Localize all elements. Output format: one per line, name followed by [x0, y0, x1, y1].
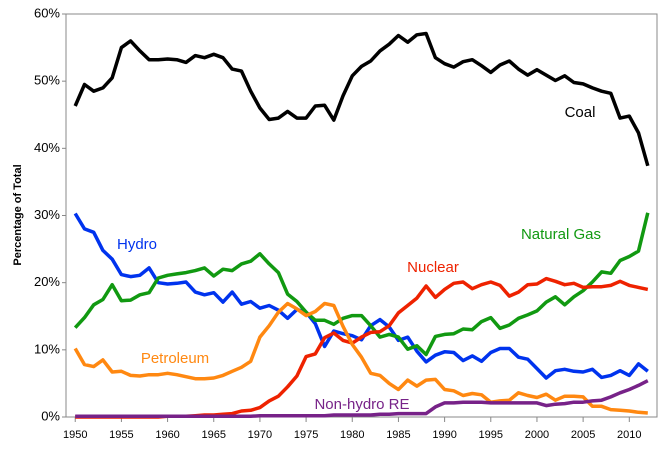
series-label: Petroleum — [141, 350, 209, 367]
series-line — [75, 379, 649, 419]
y-tick-label: 10% — [34, 341, 60, 356]
y-tick-label: 30% — [34, 207, 60, 222]
x-tick-label: 1965 — [202, 429, 226, 441]
x-tick-label: 1955 — [109, 429, 133, 441]
y-tick-label: 40% — [34, 140, 60, 155]
y-tick-label: 20% — [34, 274, 60, 289]
x-tick-label: 1950 — [63, 429, 87, 441]
x-tick-label: 2010 — [617, 429, 641, 441]
x-tick-label: 2005 — [571, 429, 595, 441]
y-tick-label: 60% — [34, 5, 60, 20]
x-tick-label: 1980 — [340, 429, 364, 441]
y-tick-label: 50% — [34, 73, 60, 88]
series-label: Nuclear — [407, 259, 459, 276]
x-tick-label: 1985 — [386, 429, 410, 441]
x-tick-label: 1990 — [432, 429, 456, 441]
series-label: Natural Gas — [521, 226, 601, 243]
x-tick-label: 1975 — [294, 429, 318, 441]
series-line — [73, 301, 648, 415]
series-line — [73, 31, 650, 167]
series-label: Non-hydro RE — [314, 396, 409, 413]
x-tick-label: 1960 — [155, 429, 179, 441]
series-label: Coal — [565, 104, 596, 121]
series-label: Hydro — [117, 236, 157, 253]
y-tick-label: 0% — [41, 408, 60, 423]
x-tick-label: 1970 — [248, 429, 272, 441]
y-axis-title: Percentage of Total — [12, 164, 24, 265]
x-tick-label: 1995 — [479, 429, 503, 441]
x-tick-label: 2000 — [525, 429, 549, 441]
series-line — [73, 212, 649, 380]
series-line — [73, 212, 650, 357]
